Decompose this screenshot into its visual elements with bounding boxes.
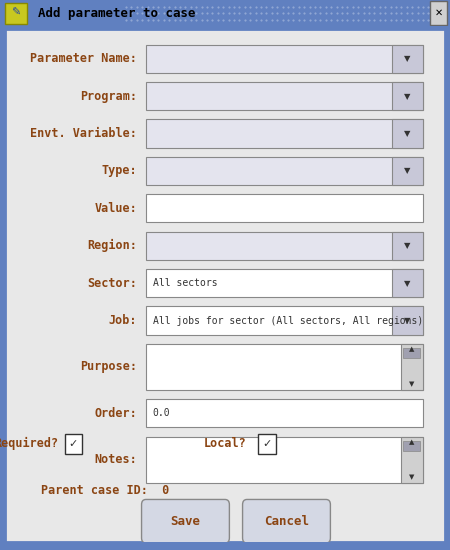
Text: Type:: Type:: [102, 164, 137, 178]
FancyBboxPatch shape: [146, 437, 423, 483]
Text: Sector:: Sector:: [87, 277, 137, 290]
Text: Save: Save: [171, 515, 200, 528]
FancyBboxPatch shape: [65, 433, 82, 454]
FancyBboxPatch shape: [146, 45, 423, 73]
Text: Required?: Required?: [0, 437, 58, 450]
Text: All jobs for sector (All sectors, All regions): All jobs for sector (All sectors, All re…: [153, 316, 423, 326]
Text: Purpose:: Purpose:: [80, 360, 137, 373]
Text: Notes:: Notes:: [94, 453, 137, 466]
FancyBboxPatch shape: [146, 306, 423, 334]
FancyBboxPatch shape: [146, 232, 423, 260]
FancyBboxPatch shape: [146, 269, 423, 297]
FancyBboxPatch shape: [146, 119, 423, 147]
FancyBboxPatch shape: [146, 82, 423, 110]
Text: ▼: ▼: [404, 91, 410, 101]
FancyBboxPatch shape: [392, 269, 423, 297]
FancyBboxPatch shape: [146, 157, 423, 185]
Text: Add parameter to case: Add parameter to case: [38, 7, 196, 20]
Text: ▼: ▼: [404, 279, 410, 288]
FancyBboxPatch shape: [403, 441, 420, 450]
Text: Parent case ID:  0: Parent case ID: 0: [40, 484, 169, 497]
Text: Parameter Name:: Parameter Name:: [30, 52, 137, 65]
FancyBboxPatch shape: [400, 344, 423, 390]
Text: ▼: ▼: [404, 54, 410, 63]
FancyBboxPatch shape: [5, 29, 445, 542]
Text: Cancel: Cancel: [264, 515, 309, 528]
Text: ▼: ▼: [409, 382, 414, 388]
Text: Value:: Value:: [94, 202, 137, 215]
FancyBboxPatch shape: [146, 399, 423, 427]
Text: ▼: ▼: [404, 241, 410, 250]
Text: Envt. Variable:: Envt. Variable:: [30, 127, 137, 140]
Text: ▲: ▲: [409, 439, 414, 445]
FancyBboxPatch shape: [392, 82, 423, 110]
FancyBboxPatch shape: [146, 194, 423, 222]
FancyBboxPatch shape: [243, 499, 330, 543]
Text: ✓: ✓: [262, 439, 271, 449]
Text: 0.0: 0.0: [153, 408, 170, 419]
FancyBboxPatch shape: [4, 3, 27, 24]
Text: Region:: Region:: [87, 239, 137, 252]
Text: Order:: Order:: [94, 407, 137, 420]
FancyBboxPatch shape: [392, 306, 423, 334]
Text: ✓: ✓: [69, 439, 78, 449]
Text: Local?: Local?: [204, 437, 247, 450]
Text: ✕: ✕: [435, 8, 443, 18]
FancyBboxPatch shape: [403, 349, 420, 358]
FancyBboxPatch shape: [392, 157, 423, 185]
FancyBboxPatch shape: [392, 119, 423, 147]
FancyBboxPatch shape: [400, 437, 423, 483]
Text: ✎: ✎: [11, 8, 20, 18]
FancyBboxPatch shape: [146, 344, 423, 390]
FancyBboxPatch shape: [430, 1, 447, 25]
Text: ▼: ▼: [404, 316, 410, 325]
FancyBboxPatch shape: [392, 232, 423, 260]
Text: ▼: ▼: [409, 474, 414, 480]
Text: All sectors: All sectors: [153, 278, 217, 288]
FancyBboxPatch shape: [258, 433, 275, 454]
Text: ▼: ▼: [404, 167, 410, 175]
Text: ▼: ▼: [404, 129, 410, 138]
Text: Job:: Job:: [108, 314, 137, 327]
Text: ▲: ▲: [409, 346, 414, 353]
FancyBboxPatch shape: [392, 45, 423, 73]
Text: Program:: Program:: [80, 90, 137, 102]
FancyBboxPatch shape: [142, 499, 230, 543]
